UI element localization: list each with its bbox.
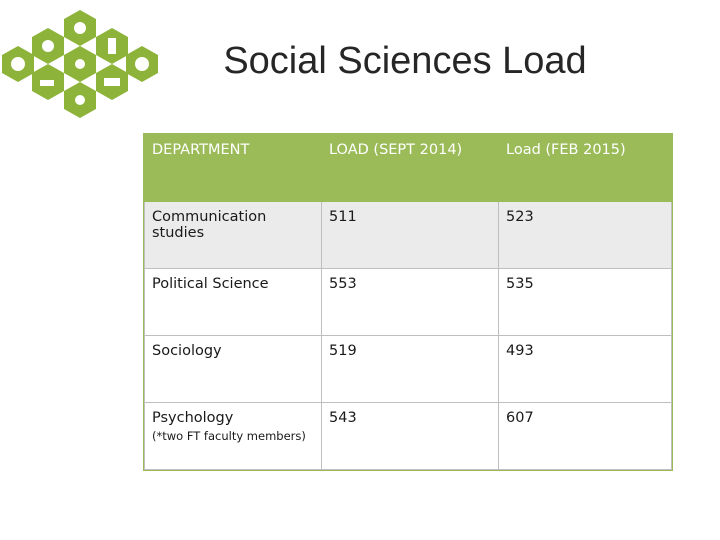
header-cell: DEPARTMENT (144, 134, 322, 202)
department-name: Psychology (152, 410, 234, 426)
department-note: (*two FT faculty members) (152, 429, 306, 443)
department-name: Sociology (152, 343, 222, 359)
load-feb-cell: 523 (498, 201, 672, 269)
table-row: Communication studies 511 523 (144, 201, 672, 269)
header-cell: Load (FEB 2015) (498, 134, 672, 202)
load-sept-cell: 519 (321, 335, 499, 403)
load-feb-cell: 607 (498, 402, 672, 470)
header-row: DEPARTMENT LOAD (SEPT 2014) Load (FEB 20… (144, 134, 672, 202)
load-sept-cell: 543 (321, 402, 499, 470)
table-row: Sociology 519 493 (144, 335, 672, 403)
logo (2, 10, 158, 118)
table-row: Political Science 553 535 (144, 268, 672, 336)
load-feb-cell: 493 (498, 335, 672, 403)
department-cell: Political Science (144, 268, 322, 336)
load-table: DEPARTMENT LOAD (SEPT 2014) Load (FEB 20… (143, 133, 673, 471)
load-sept-cell: 553 (321, 268, 499, 336)
department-name: Political Science (152, 276, 269, 292)
department-cell: Communication studies (144, 201, 322, 269)
header-cell: LOAD (SEPT 2014) (321, 134, 499, 202)
load-feb-cell: 535 (498, 268, 672, 336)
load-sept-cell: 511 (321, 201, 499, 269)
department-cell: Sociology (144, 335, 322, 403)
department-name: Communication studies (152, 209, 267, 241)
table-row: Psychology (*two FT faculty members) 543 60… (144, 402, 672, 470)
department-cell: Psychology (*two FT faculty members) (144, 402, 322, 470)
slide-title: Social Sciences Load (223, 40, 587, 82)
table-body: Communication studies 511 523 Political Sci… (144, 201, 672, 470)
